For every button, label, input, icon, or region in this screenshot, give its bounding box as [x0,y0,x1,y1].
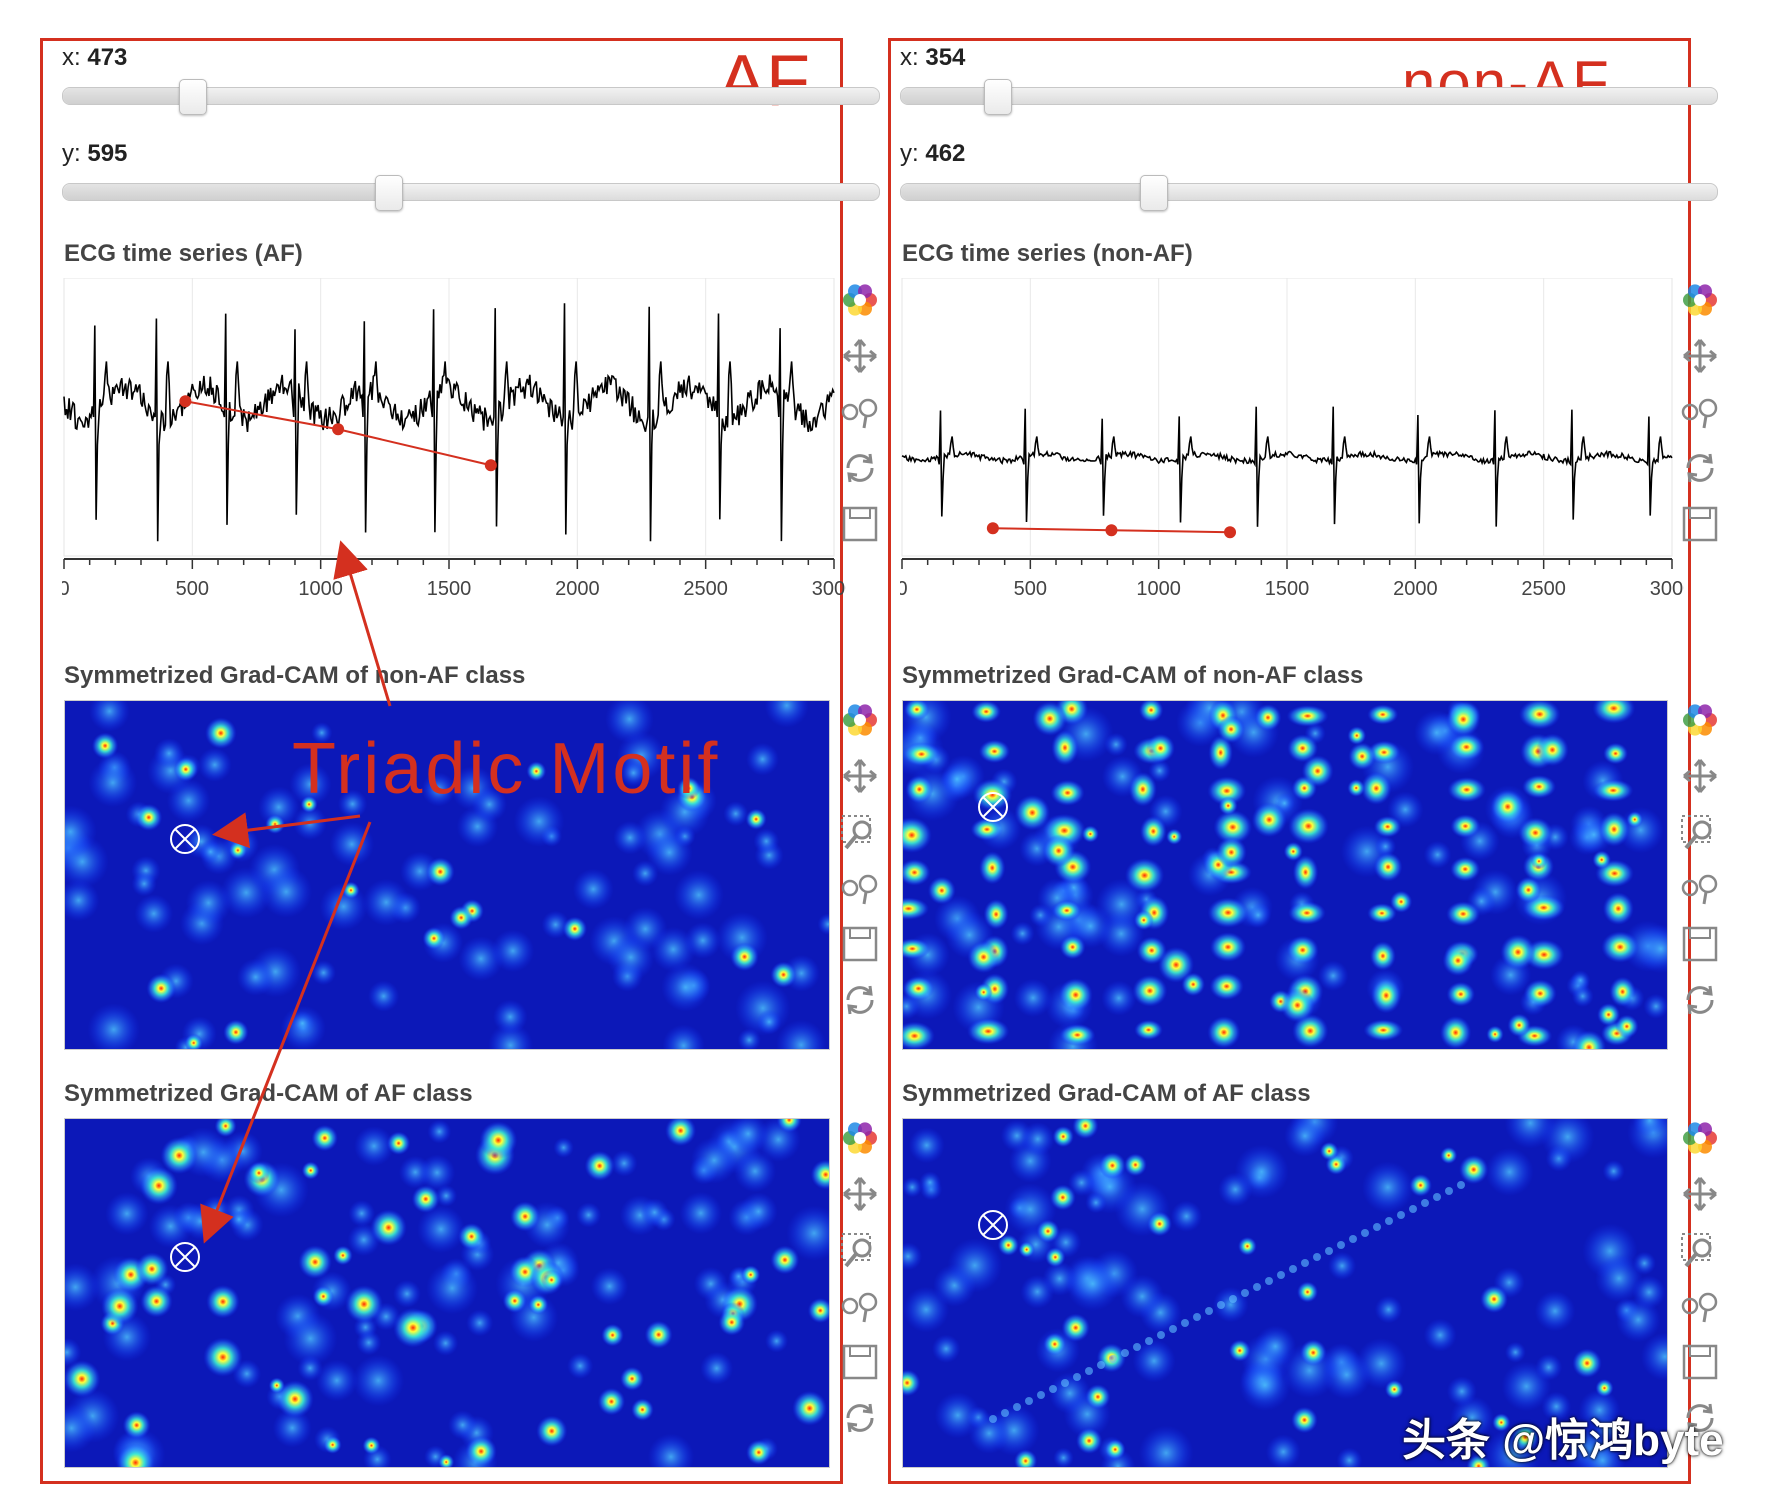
motif-point [484,459,497,472]
pan-icon[interactable] [838,334,882,378]
motif-point [332,423,345,436]
bokeh-logo-icon [838,698,882,742]
pan-icon[interactable] [838,754,882,798]
box-zoom-icon[interactable] [838,810,882,854]
x-tick-label: 2000 [555,578,600,600]
ecg-series [63,303,835,542]
box-zoom-icon[interactable] [838,1228,882,1272]
non-af-label: non-AF [1402,49,1611,116]
bokeh-logo-icon [838,278,882,322]
x-tick-label: 500 [176,578,209,600]
x-tick-label: 0 [62,578,70,600]
wheel-zoom-icon[interactable] [838,1284,882,1328]
selection-marker-icon [170,1242,200,1272]
gradcam-af-heatmap[interactable] [64,1118,830,1468]
non-af-frame [888,38,1691,1484]
triadic-motif-annotation: Triadic Motif [292,729,721,809]
motif-point [179,395,192,408]
wheel-zoom-icon[interactable] [838,866,882,910]
heatmap-non-af-title: Symmetrized Grad-CAM of non-AF class [64,662,526,689]
y-slider-handle[interactable] [374,175,403,211]
x-tick-label: 2500 [683,578,728,600]
selection-marker-icon [170,824,200,854]
y-slider[interactable] [62,175,880,211]
bokeh-logo-icon [838,1116,882,1160]
wheel-zoom-icon[interactable] [838,390,882,434]
af-label: AF [718,41,811,121]
y-slider-label: y: 595 [62,140,128,167]
x-tick-label: 1000 [298,578,343,600]
reset-icon[interactable] [838,978,882,1022]
af-panel: x: 473 y: 595 ECG time series (AF) 0 500 1… [0,0,880,1486]
x-tick-label: 3000 [812,578,846,600]
ecg-plot[interactable]: 0 500 1000 1500 2000 2500 3000 [62,278,846,648]
ecg-plot-title: ECG time series (AF) [64,240,303,267]
gradcam-non-af-heatmap[interactable] [64,700,830,1050]
heatmap-af-title: Symmetrized Grad-CAM of AF class [64,1080,473,1107]
x-tick-label: 1500 [427,578,472,600]
reset-icon[interactable] [838,446,882,490]
af-frame [40,38,843,1484]
watermark: 头条 @惊鸿byte [1402,1416,1724,1465]
x-slider-label: x: 473 [62,44,128,71]
x-slider[interactable] [62,79,880,115]
reset-icon[interactable] [838,1396,882,1440]
save-icon[interactable] [838,502,882,546]
pan-icon[interactable] [838,1172,882,1216]
save-icon[interactable] [838,922,882,966]
save-icon[interactable] [838,1340,882,1384]
x-slider-handle[interactable] [178,79,207,115]
